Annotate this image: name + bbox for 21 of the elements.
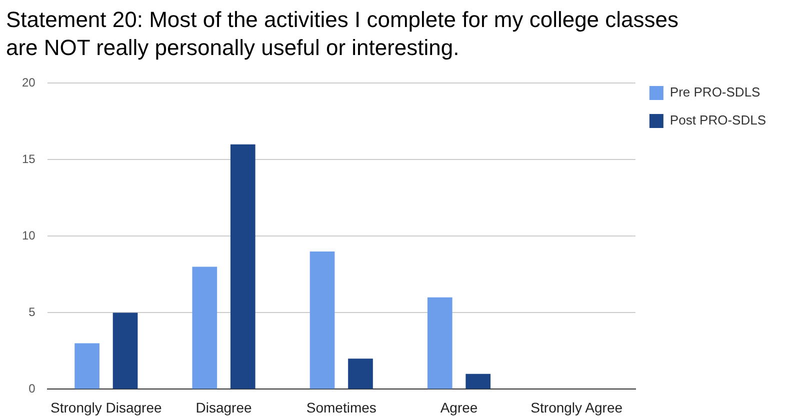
x-tick-label: Sometimes	[306, 399, 376, 416]
x-tick-label: Disagree	[196, 399, 252, 416]
bar	[466, 374, 491, 389]
bar	[427, 297, 452, 389]
x-tick-label: Strongly Disagree	[50, 399, 162, 416]
chart-title: Statement 20: Most of the activities I complete for my college classes are NOT really personally useful or interesting.	[6, 6, 680, 62]
x-tick-label: Strongly Agree	[530, 399, 623, 416]
legend-label: Pre PRO-SDLS	[670, 84, 761, 100]
y-tick-label: 0	[28, 382, 36, 396]
bar	[348, 358, 373, 389]
bar	[112, 312, 138, 389]
bar	[192, 266, 218, 389]
bar	[310, 252, 335, 389]
bar	[230, 144, 256, 389]
bar	[74, 343, 100, 389]
y-tick-label: 20	[22, 76, 36, 90]
y-tick-label: 10	[22, 228, 36, 243]
y-tick-label: 15	[22, 152, 36, 166]
legend-label: Post PRO-SDLS	[670, 112, 766, 128]
x-tick-label: Agree	[440, 399, 478, 416]
y-tick-label: 5	[28, 305, 36, 320]
